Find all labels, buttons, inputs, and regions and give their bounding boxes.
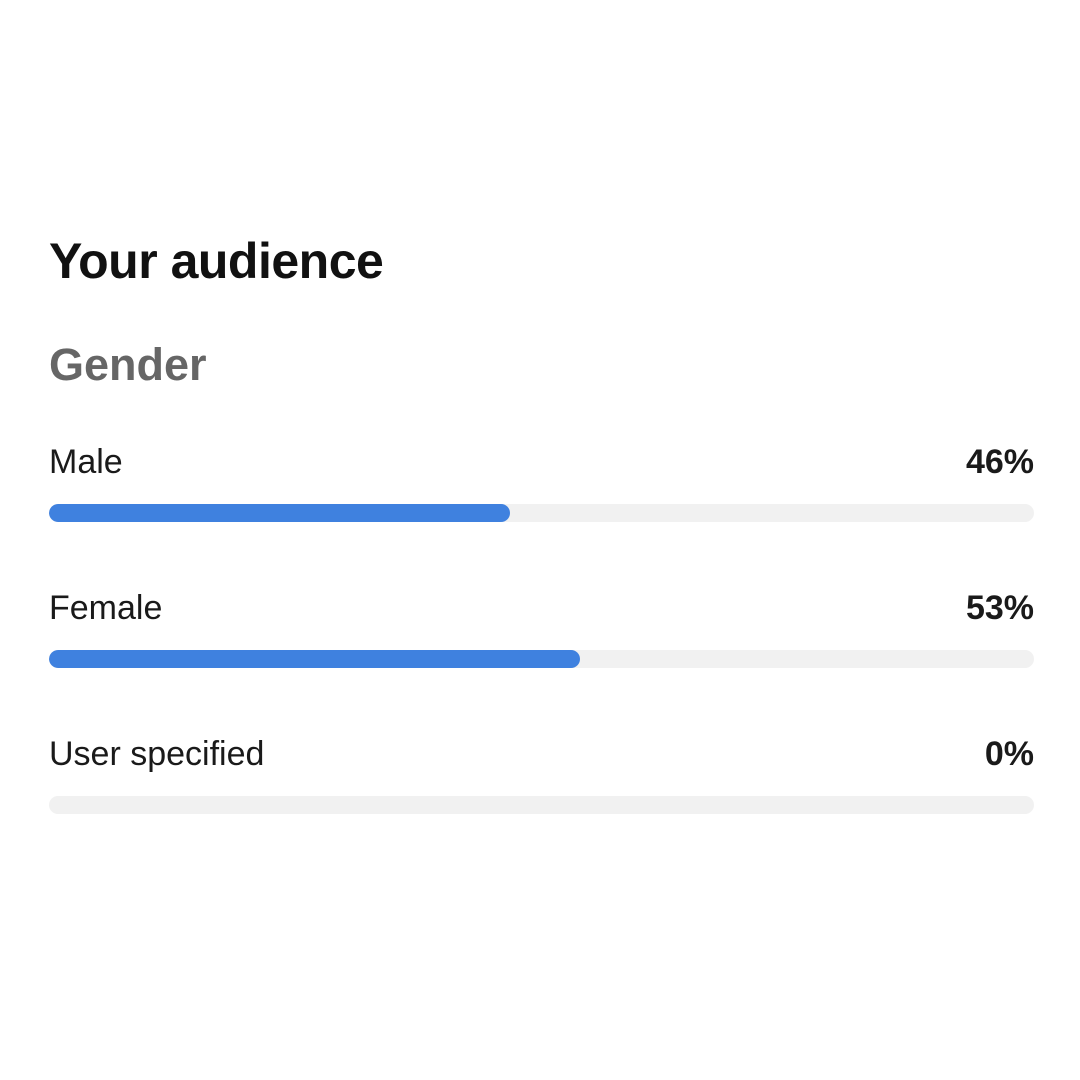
gender-breakdown-list: Male 46% Female 53% User specified 0% [49, 439, 1034, 877]
gender-label-user-specified: User specified [49, 734, 265, 773]
gender-row-male: Male 46% [49, 439, 1034, 585]
gender-row-user-specified: User specified 0% [49, 731, 1034, 877]
gender-value-female: 53% [965, 588, 1034, 627]
progress-track-male [49, 504, 1034, 522]
progress-track-female [49, 650, 1034, 668]
progress-track-user-specified [49, 796, 1034, 814]
progress-fill-male [49, 504, 510, 522]
gender-label-female: Female [49, 588, 163, 627]
progress-fill-female [49, 650, 580, 668]
section-title-gender: Gender [49, 339, 207, 390]
page-title: Your audience [49, 233, 384, 289]
gender-value-user-specified: 0% [984, 734, 1034, 773]
gender-value-male: 46% [965, 442, 1034, 481]
audience-panel: Your audience Gender Male 46% Female 53%… [49, 225, 1034, 877]
gender-label-male: Male [49, 442, 123, 481]
gender-row-female: Female 53% [49, 585, 1034, 731]
